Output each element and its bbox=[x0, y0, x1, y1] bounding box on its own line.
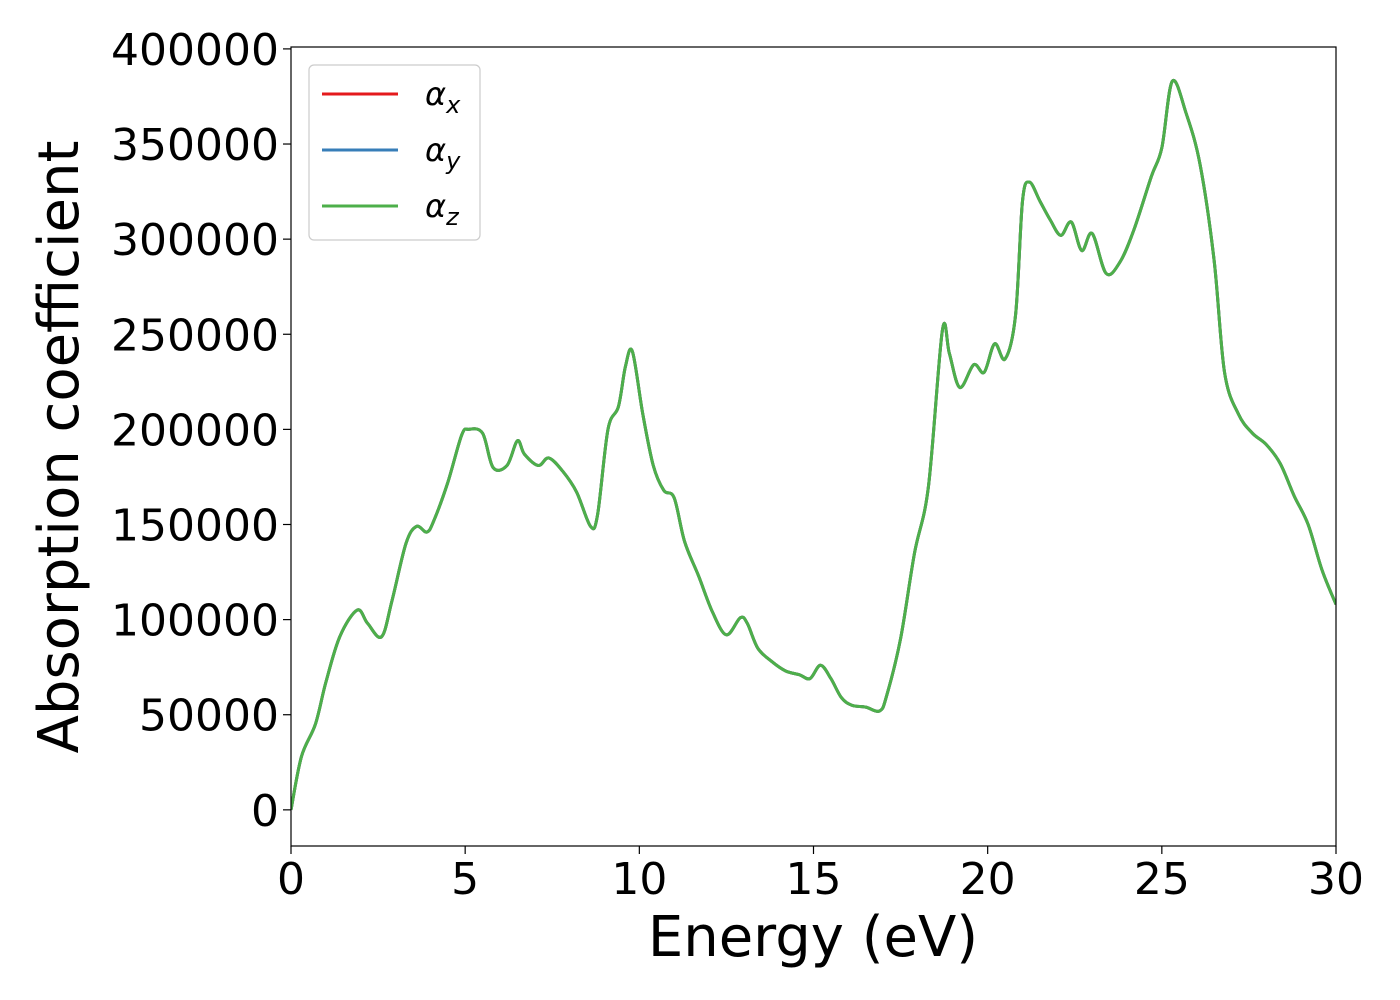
y-tick-label: 400000 bbox=[111, 25, 279, 76]
y-axis-label: Absorption coefficient bbox=[27, 141, 92, 754]
legend: αx αy αz bbox=[308, 64, 481, 241]
legend-label-2: αy bbox=[425, 131, 461, 175]
x-axis: 0 5 10 15 20 25 30 bbox=[277, 846, 1364, 905]
x-tick-label: 0 bbox=[277, 854, 305, 905]
y-tick-label: 300000 bbox=[111, 215, 279, 266]
x-axis-label: Energy (eV) bbox=[648, 905, 978, 970]
x-tick-label: 20 bbox=[960, 854, 1016, 905]
series-line-3 bbox=[291, 78, 1336, 811]
y-tick-label: 0 bbox=[251, 786, 279, 837]
legend-label-3: αz bbox=[425, 187, 460, 231]
legend-label-1: αx bbox=[425, 75, 461, 119]
y-tick-label: 200000 bbox=[111, 405, 279, 456]
y-tick-label: 50000 bbox=[139, 691, 279, 742]
y-tick-label: 100000 bbox=[111, 596, 279, 647]
y-tick-label: 150000 bbox=[111, 500, 279, 551]
y-axis: 0 50000 100000 150000 200000 250000 300000 3500… bbox=[111, 25, 291, 837]
plot-area bbox=[291, 78, 1336, 811]
x-tick-label: 15 bbox=[786, 854, 842, 905]
x-tick-label: 25 bbox=[1134, 854, 1190, 905]
y-tick-label: 250000 bbox=[111, 310, 279, 361]
x-tick-label: 30 bbox=[1308, 854, 1364, 905]
x-tick-label: 10 bbox=[611, 854, 667, 905]
y-tick-label: 350000 bbox=[111, 120, 279, 171]
legend-box bbox=[308, 64, 481, 241]
x-tick-label: 5 bbox=[451, 854, 479, 905]
